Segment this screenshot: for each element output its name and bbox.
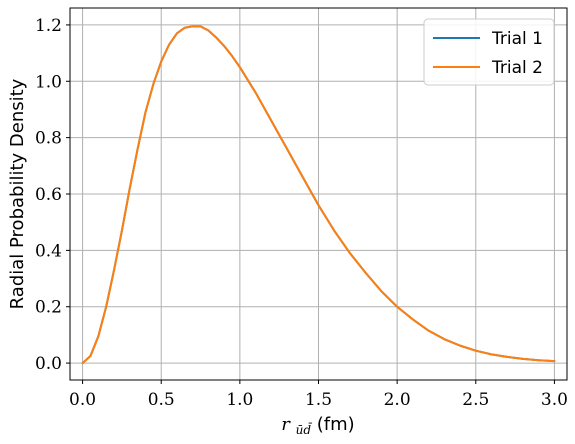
x-tick-label: 1.0 <box>226 390 253 410</box>
y-tick-label: 0.6 <box>35 185 62 205</box>
x-tick-label: 0.0 <box>69 390 96 410</box>
ticks: 0.0 0.5 1.0 1.5 2.0 2.5 3.0 0.0 0.2 0.4 0.6 0.8 1.0 1… <box>35 16 568 410</box>
x-tick-label: 0.5 <box>148 390 175 410</box>
legend-box <box>423 18 555 86</box>
y-axis-label: Radial Probability Density <box>7 78 28 309</box>
x-tick-label: 2.5 <box>462 390 489 410</box>
x-axis-label-subscript: ūd̄ <box>296 421 313 437</box>
grid <box>70 8 567 380</box>
y-tick-label: 0.4 <box>35 241 62 261</box>
y-tick-label: 0.0 <box>35 354 62 374</box>
y-tick-label: 1.0 <box>35 72 62 92</box>
x-tick-label: 3.0 <box>541 390 568 410</box>
x-axis-label-unit: (fm) <box>317 414 355 435</box>
series-line-trial-2 <box>81 25 556 365</box>
x-axis-label: r ūd̄ (fm) <box>281 414 354 439</box>
x-tick-label: 1.5 <box>305 390 332 410</box>
y-tick-label: 1.2 <box>35 16 62 36</box>
y-tick-label: 0.2 <box>35 298 62 318</box>
x-tick-label: 2.0 <box>384 390 411 410</box>
legend: Trial 1 Trial 2 <box>423 18 555 86</box>
legend-label-trial-1: Trial 1 <box>491 29 543 49</box>
y-tick-label: 0.8 <box>35 129 62 149</box>
legend-label-trial-2: Trial 2 <box>491 58 543 78</box>
x-axis-label-main: r <box>281 414 291 435</box>
series-lines <box>81 25 556 365</box>
